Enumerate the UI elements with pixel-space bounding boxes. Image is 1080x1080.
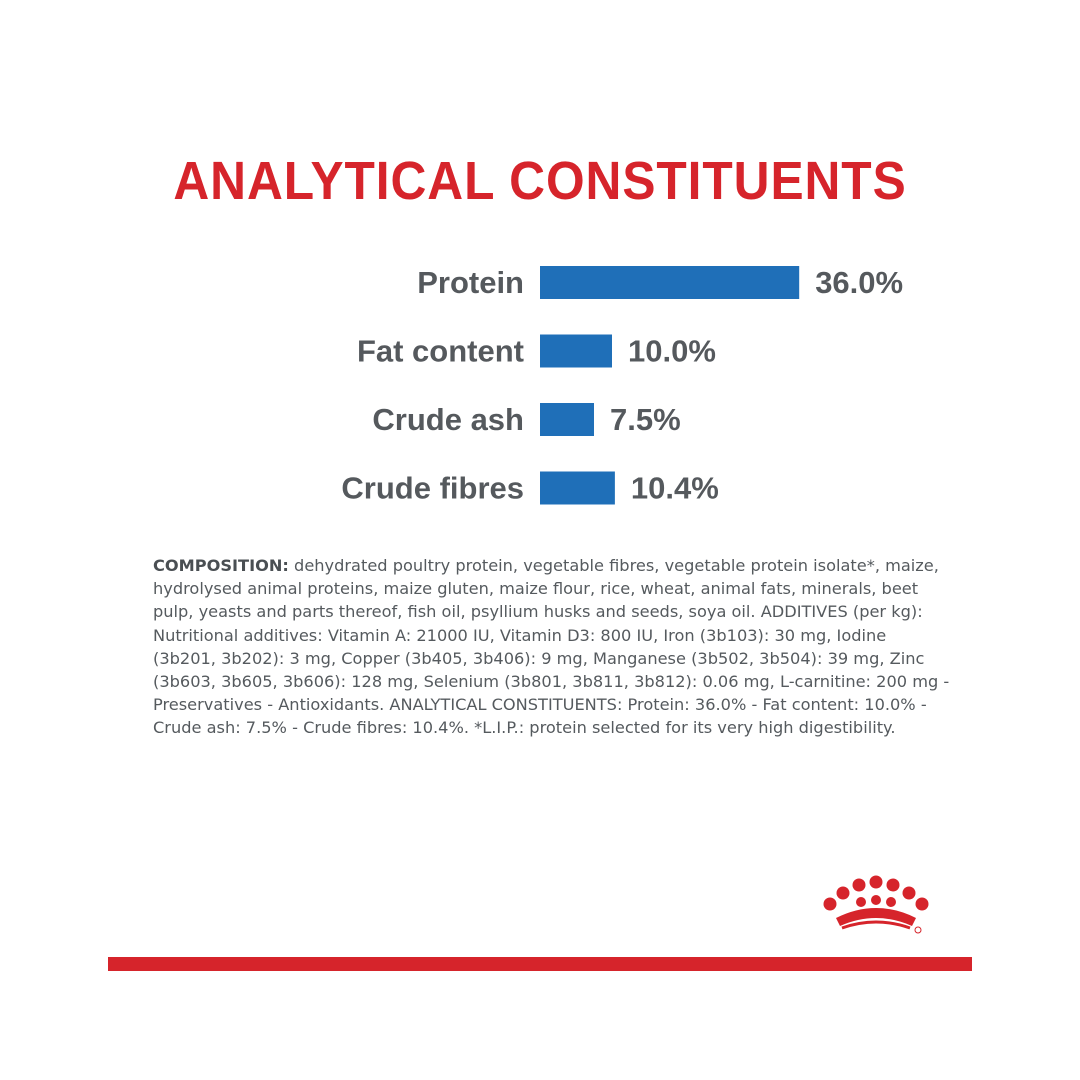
category-label: Crude ash — [372, 402, 524, 437]
value-label: 36.0% — [815, 265, 903, 300]
composition-body: dehydrated poultry protein, vegetable fi… — [153, 556, 950, 738]
constituents-bar-chart: Protein 36.0% Fat content 10.0% Crude ash 7.5… — [341, 265, 903, 506]
composition-text: COMPOSITION: dehydrated poultry protein,… — [153, 554, 953, 740]
bar — [540, 403, 594, 436]
value-label: 7.5% — [610, 402, 681, 437]
crown-icon — [823, 875, 929, 934]
composition-label: COMPOSITION: — [153, 556, 289, 575]
footer-accent-bar — [108, 957, 972, 971]
bar — [540, 471, 615, 505]
category-label: Fat content — [357, 334, 524, 369]
page-title: ANALYTICAL CONSTITUENTS — [173, 151, 907, 211]
bar — [540, 334, 612, 368]
value-label: 10.0% — [628, 334, 716, 369]
bar — [540, 266, 800, 299]
category-label: Protein — [417, 265, 524, 300]
value-label: 10.4% — [631, 471, 719, 506]
category-label: Crude fibres — [341, 471, 524, 506]
